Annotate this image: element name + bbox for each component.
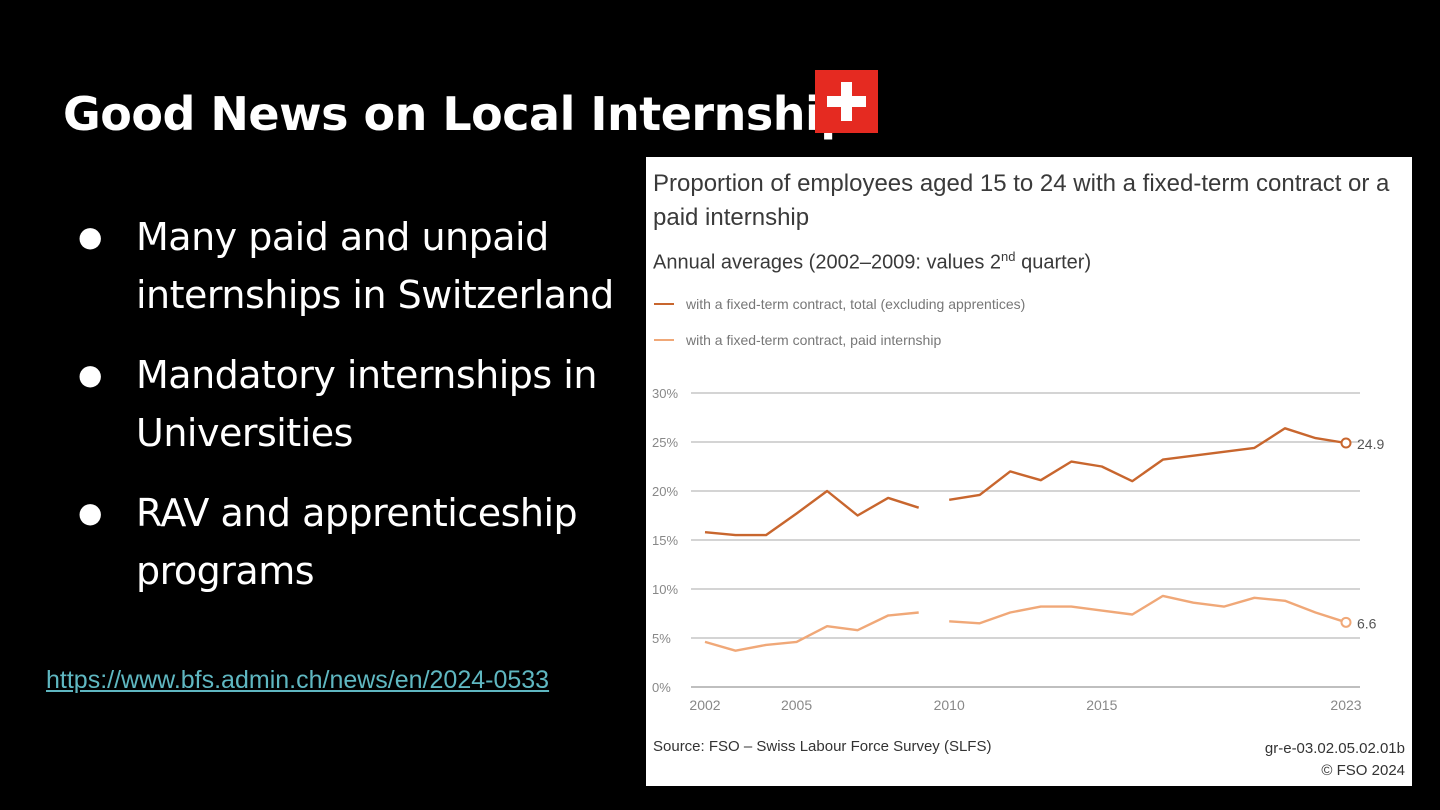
x-tick-label: 2010 [934,697,965,713]
legend-swatch [654,339,674,341]
swiss-flag-icon [815,70,878,133]
bullet-text: Mandatory internships in Universities [136,353,597,455]
series-line [949,594,1347,625]
bullet-dot-icon: ● [78,358,102,391]
bullet-list: ● Many paid and unpaid internships in Sw… [72,208,632,622]
x-tick-label: 2005 [781,697,812,713]
bullet-text: RAV and apprenticeship programs [136,491,578,593]
bullet-dot-icon: ● [78,220,102,253]
bullet-dot-icon: ● [78,496,102,529]
chart-copyright: © FSO 2024 [1321,762,1405,779]
legend-item: with a fixed-term contract, paid interns… [654,332,941,348]
bullet-item: ● Mandatory internships in Universities [72,346,632,462]
bullet-text: Many paid and unpaid internships in Swit… [136,215,614,317]
y-tick-label: 5% [652,631,671,646]
legend-label: with a fixed-term contract, paid interns… [686,332,942,348]
series-end-label: 24.9 [1357,436,1384,452]
series-line [704,489,920,537]
series-end-label: 6.6 [1357,615,1377,631]
bullet-item: ● RAV and apprenticeship programs [72,484,632,600]
x-tick-label: 2023 [1330,697,1361,713]
chart-subtitle-end: quarter) [1015,251,1092,274]
chart-title: Proportion of employees aged 15 to 24 wi… [653,170,1390,231]
y-tick-label: 25% [652,435,678,450]
series-end-point [1340,616,1352,628]
chart-panel: Proportion of employees aged 15 to 24 wi… [646,157,1412,786]
chart-subtitle-main: Annual averages (2002–2009: values 2 [653,251,1002,274]
chart-subtitle: Annual averages (2002–2009: values 2nd q… [653,249,1091,275]
x-tick-label: 2015 [1086,697,1117,713]
series-line [949,427,1347,501]
y-tick-label: 15% [652,533,678,548]
chart-subtitle-sup: nd [1001,249,1016,264]
y-tick-label: 20% [652,484,678,499]
chart-source: Source: FSO – Swiss Labour Force Survey … [653,738,992,755]
x-tick-label: 2002 [689,697,720,713]
line-chart: 0% 5% 10% 15% 20% 25% 30% 2002 2005 2010 2015 2023 2… [652,386,1384,713]
chart-code: gr-e-03.02.05.02.01b [1264,740,1405,757]
bullet-item: ● Many paid and unpaid internships in Sw… [72,208,632,324]
legend-swatch [654,303,674,305]
series-line [704,611,919,652]
y-tick-label: 30% [652,386,678,401]
slide-title: Good News on Local Internships [63,87,880,141]
y-tick-label: 10% [652,582,678,597]
series-end-point [1340,437,1352,449]
chart-footer-right: gr-e-03.02.05.02.01b © FSO 2024 [1265,738,1405,782]
source-link[interactable]: https://www.bfs.admin.ch/news/en/2024-05… [46,666,550,694]
y-tick-label: 0% [652,680,671,695]
legend-item: with a fixed-term contract, total (exclu… [654,296,1025,312]
legend-label: with a fixed-term contract, total (exclu… [686,296,1026,312]
